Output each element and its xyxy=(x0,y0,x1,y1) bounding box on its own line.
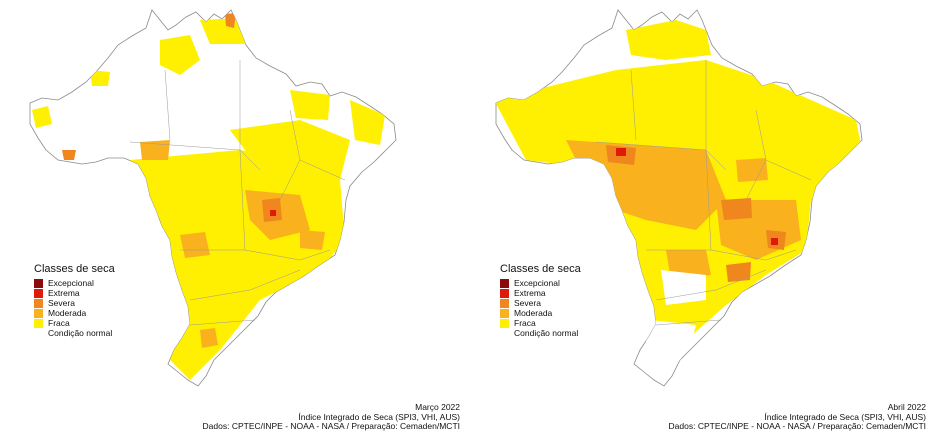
caption-index: Índice Integrado de Seca (SPI3, VHI, AUS… xyxy=(764,411,926,422)
legend-item: Moderada xyxy=(34,308,115,318)
legend-item: Fraca xyxy=(34,318,115,328)
legend-label: Severa xyxy=(514,298,541,308)
state-borders-march xyxy=(129,60,346,326)
legend-label: Severa xyxy=(48,298,75,308)
map-panel-march: Classes de seca Excepcional Extrema Seve… xyxy=(0,0,466,431)
legend-item: Extrema xyxy=(34,288,115,298)
caption-month: Abril 2022 xyxy=(887,402,926,412)
legend-item: Extrema xyxy=(500,288,581,298)
legend-label: Extrema xyxy=(48,288,80,298)
swatch-normal xyxy=(500,328,509,338)
legend-label: Moderada xyxy=(514,308,553,318)
swatch-moderada xyxy=(500,308,509,318)
caption-source: Dados: CPTEC/INPE - NOAA - NASA / Prepar… xyxy=(202,421,460,431)
caption-source: Dados: CPTEC/INPE - NOAA - NASA / Prepar… xyxy=(668,421,926,431)
swatch-normal xyxy=(34,328,43,338)
drought-map-march xyxy=(29,9,397,387)
state-borders-april xyxy=(595,60,812,326)
legend-label: Fraca xyxy=(514,318,536,328)
swatch-excepcional xyxy=(500,278,509,288)
legend-title: Classes de seca xyxy=(34,263,115,275)
legend-march: Classes de seca Excepcional Extrema Seve… xyxy=(34,263,115,338)
legend-item: Severa xyxy=(500,298,581,308)
legend-april: Classes de seca Excepcional Extrema Seve… xyxy=(500,263,581,338)
swatch-excepcional xyxy=(34,278,43,288)
drought-map-april xyxy=(495,9,863,387)
swatch-extrema xyxy=(500,288,509,298)
swatch-extrema xyxy=(34,288,43,298)
legend-label: Excepcional xyxy=(514,278,560,288)
legend-label: Condição normal xyxy=(514,328,579,338)
map-caption-march: Março 2022 Índice Integrado de Seca (SPI… xyxy=(202,402,460,432)
caption-month: Março 2022 xyxy=(415,402,460,412)
legend-item: Excepcional xyxy=(500,278,581,288)
drought-areas-march xyxy=(32,13,385,380)
legend-item: Severa xyxy=(34,298,115,308)
drought-areas-april xyxy=(496,20,861,372)
legend-item: Moderada xyxy=(500,308,581,318)
legend-label: Extrema xyxy=(514,288,546,298)
swatch-fraca xyxy=(500,318,509,328)
swatch-fraca xyxy=(34,318,43,328)
legend-label: Fraca xyxy=(48,318,70,328)
legend-label: Excepcional xyxy=(48,278,94,288)
legend-title: Classes de seca xyxy=(500,263,581,275)
swatch-severa xyxy=(500,298,509,308)
swatch-moderada xyxy=(34,308,43,318)
legend-item: Excepcional xyxy=(34,278,115,288)
swatch-severa xyxy=(34,298,43,308)
map-caption-april: Abril 2022 Índice Integrado de Seca (SPI… xyxy=(668,402,926,432)
legend-label: Condição normal xyxy=(48,328,113,338)
map-panel-april: Classes de seca Excepcional Extrema Seve… xyxy=(466,0,932,431)
legend-item: Fraca xyxy=(500,318,581,328)
caption-index: Índice Integrado de Seca (SPI3, VHI, AUS… xyxy=(298,411,460,422)
legend-label: Moderada xyxy=(48,308,87,318)
legend-item: Condição normal xyxy=(34,328,115,338)
legend-item: Condição normal xyxy=(500,328,581,338)
